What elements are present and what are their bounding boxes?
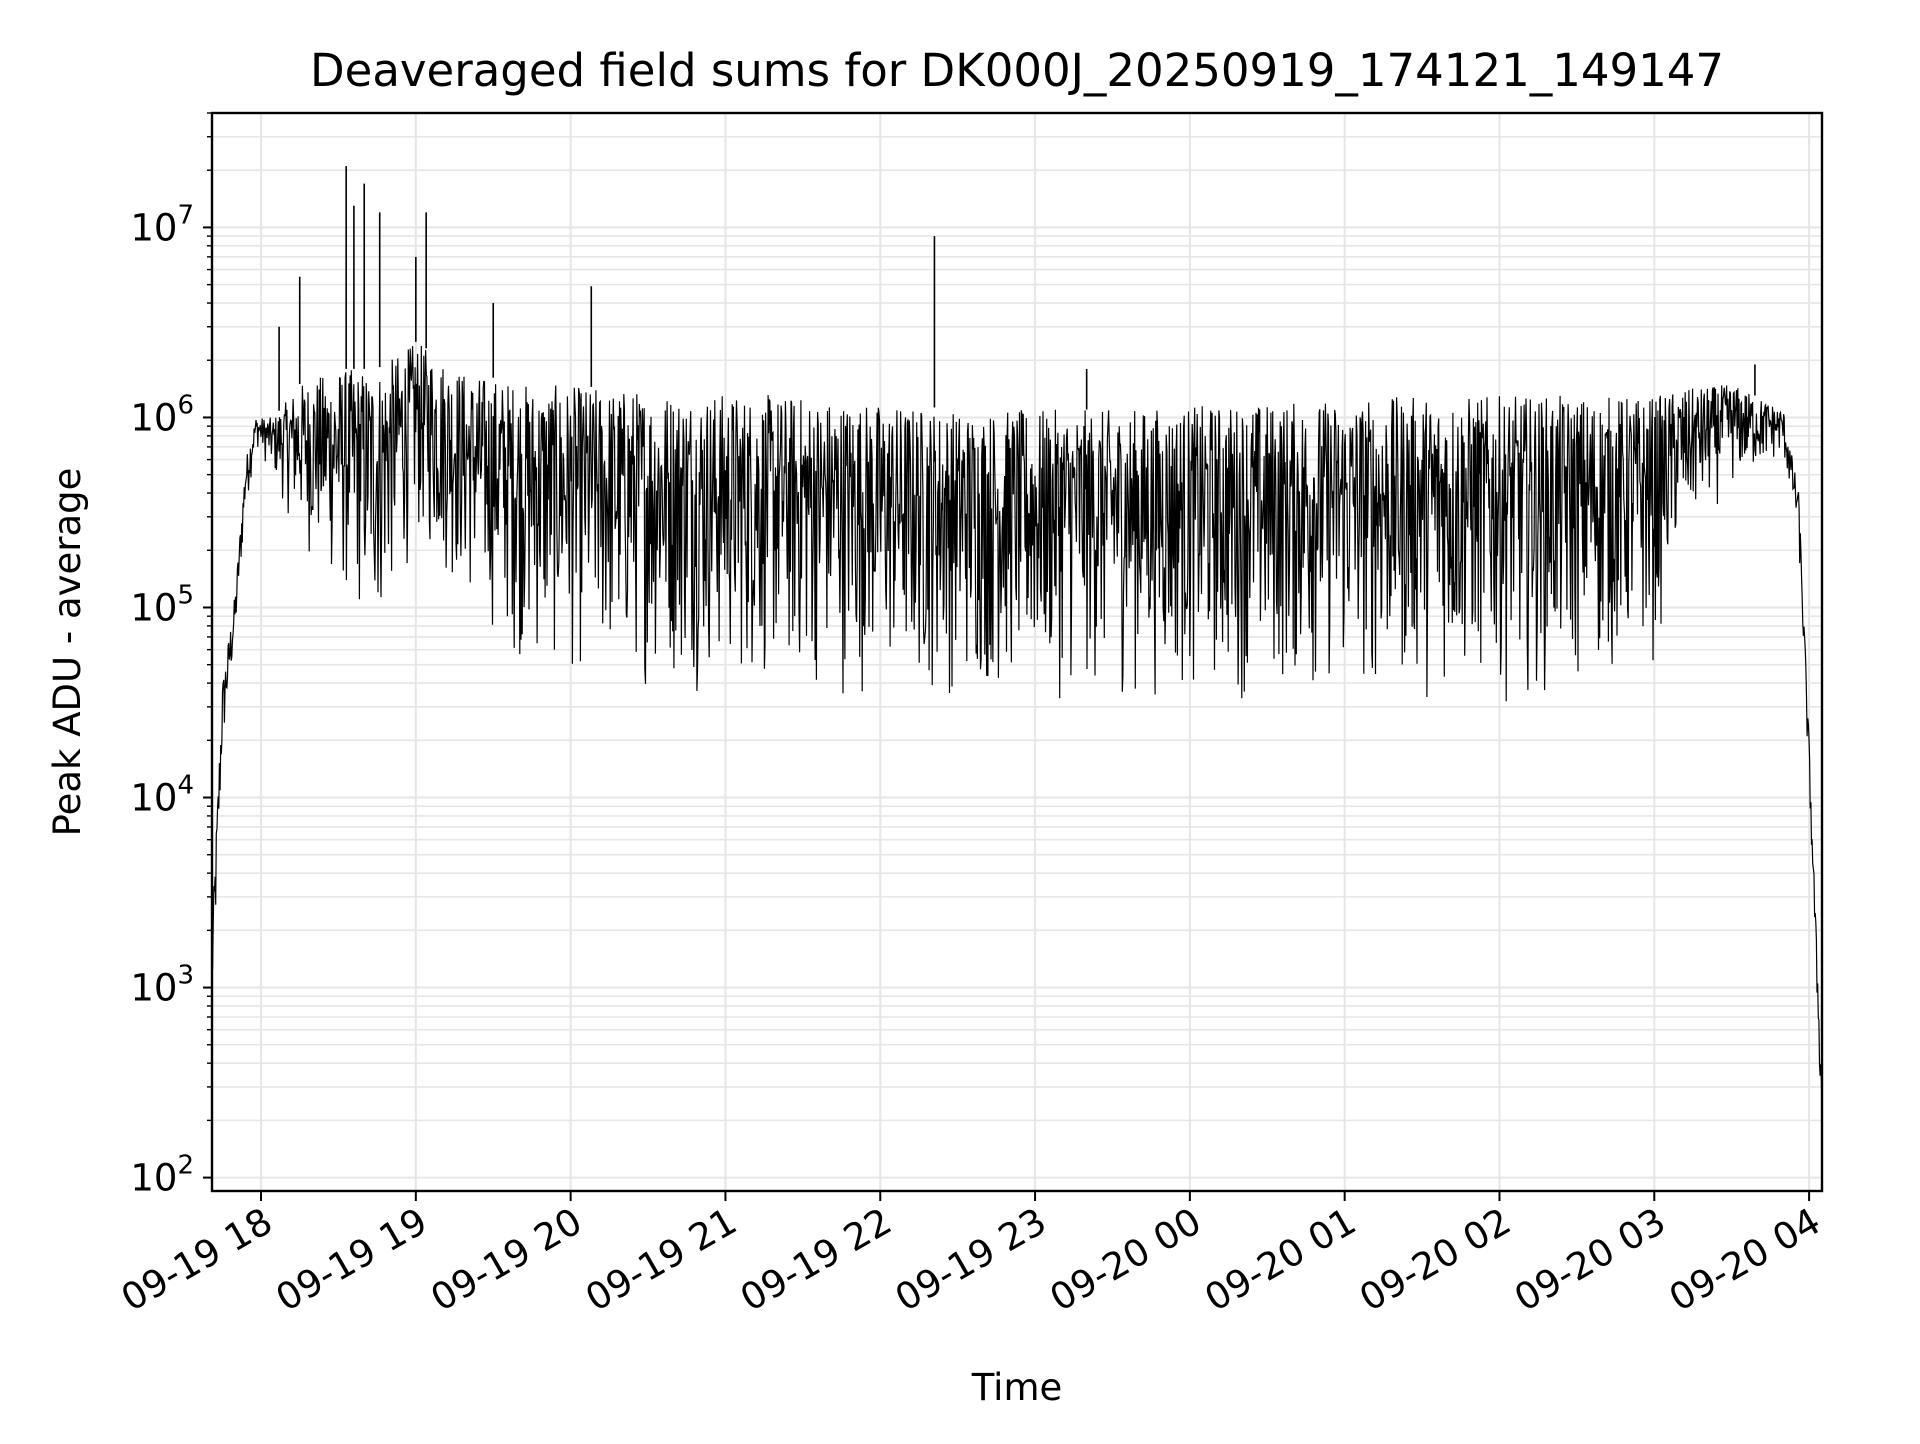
y-tick-label: 104 <box>130 771 194 820</box>
y-tick-label: 102 <box>130 1151 194 1200</box>
y-tick-label-base: 10 <box>130 967 177 1010</box>
grid-layer <box>212 112 1822 1191</box>
y-tick-label-exponent: 7 <box>177 200 194 230</box>
y-tick-label: 103 <box>130 961 194 1010</box>
y-tick-label-exponent: 4 <box>177 771 194 801</box>
y-tick-label-exponent: 6 <box>177 390 194 420</box>
y-tick-label-base: 10 <box>130 206 177 249</box>
y-tick-label-base: 10 <box>130 586 177 629</box>
y-axis-label: Peak ADU - average <box>46 468 89 837</box>
y-tick-label-base: 10 <box>130 777 177 820</box>
data-series-line <box>211 345 1823 1112</box>
x-axis-label: Time <box>971 1366 1063 1409</box>
y-tick-label-exponent: 2 <box>177 1151 194 1181</box>
y-tick-label-exponent: 5 <box>177 580 194 610</box>
y-tick-label: 106 <box>130 390 194 439</box>
y-tick-label: 107 <box>130 200 194 249</box>
y-tick-label-exponent: 3 <box>177 961 194 991</box>
chart-title: Deaveraged field sums for DK000J_2025091… <box>310 44 1724 97</box>
y-tick-label-base: 10 <box>130 1157 177 1200</box>
y-tick-label: 105 <box>130 580 194 629</box>
plot-frame <box>210 111 1824 1193</box>
y-tick-label-base: 10 <box>130 396 177 439</box>
plot-layer <box>211 166 1823 1112</box>
